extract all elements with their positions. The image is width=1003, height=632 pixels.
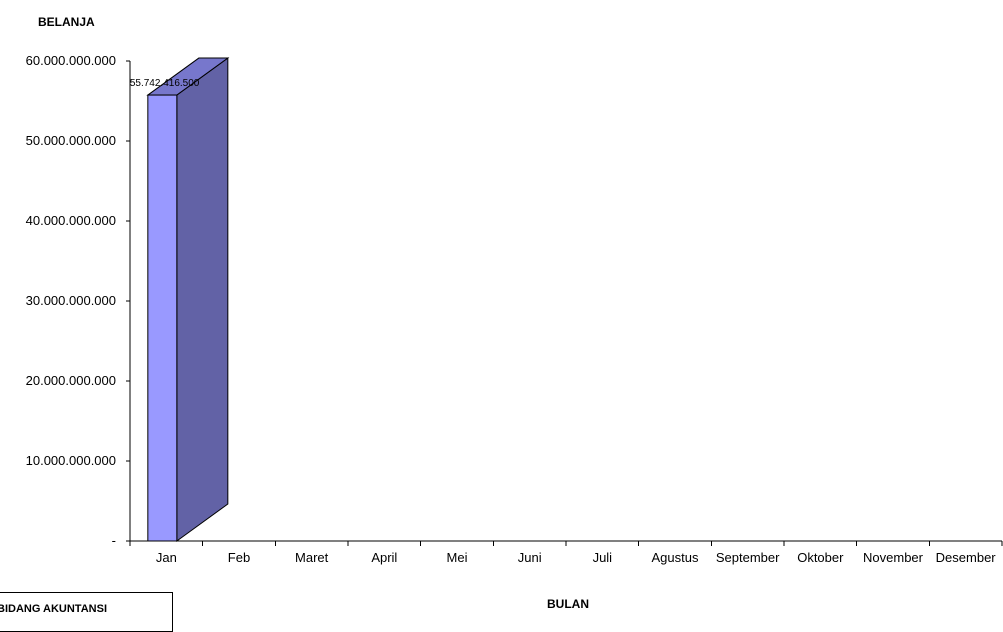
y-tick-label: 10.000.000.000 — [26, 453, 116, 468]
data-label: 55.742.416.500 — [130, 78, 200, 89]
bar-jan — [146, 57, 230, 542]
x-tick-label: Mei — [447, 550, 468, 565]
x-tick-label: April — [371, 550, 397, 565]
axes: - 10.000.000.000 20.000.000.000 30.000.000.… — [26, 53, 1003, 565]
y-tick-label: 20.000.000.000 — [26, 373, 116, 388]
x-tick-label: November — [863, 550, 924, 565]
y-tick-label: - — [112, 533, 116, 548]
bar-front-face — [147, 94, 178, 542]
y-tick-label: 60.000.000.000 — [26, 53, 116, 68]
note-text: BIDANG AKUNTANSI — [0, 603, 107, 615]
x-tick-label: Jan — [156, 550, 177, 565]
y-tick-label: 50.000.000.000 — [26, 133, 116, 148]
labels: 55.742.416.500 — [130, 78, 200, 89]
y-tick-label: 40.000.000.000 — [26, 213, 116, 228]
x-tick-label: Maret — [295, 550, 329, 565]
bars — [146, 57, 230, 542]
x-tick-label: Agustus — [652, 550, 699, 565]
bar-side-face — [176, 57, 229, 542]
x-tick-label: Oktober — [797, 550, 844, 565]
x-tick-label: September — [716, 550, 780, 565]
y-tick-label: 30.000.000.000 — [26, 293, 116, 308]
y-axis-title: BELANJA — [38, 15, 95, 29]
note-box: BIDANG AKUNTANSI — [0, 592, 173, 632]
x-axis-title: BULAN — [547, 597, 589, 611]
x-tick-label: Feb — [228, 550, 250, 565]
bar-chart: BELANJA BULAN - 10.000.000.000 20.000.000.… — [26, 15, 1003, 611]
x-tick-label: Juli — [593, 550, 613, 565]
x-tick-label: Desember — [936, 550, 997, 565]
x-tick-label: Juni — [518, 550, 542, 565]
